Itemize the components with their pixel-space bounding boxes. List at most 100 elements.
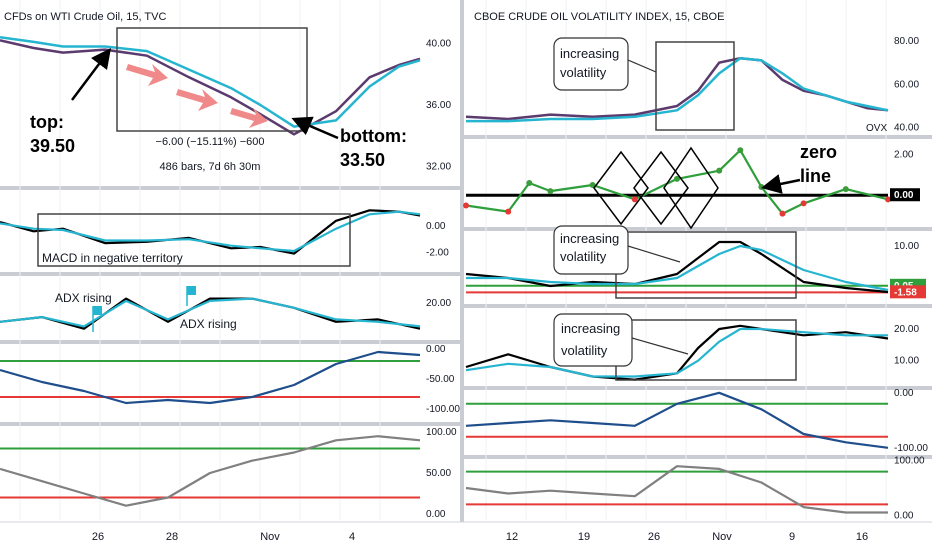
adx-note-1: ADX rising [55,291,112,305]
y-tick-label: 0.00 [894,510,914,521]
y-tick-label: 0.00 [426,221,446,232]
series-line [465,240,889,294]
bottom-arrow [291,116,339,140]
diamond-3 [663,146,719,230]
macd-note: MACD in negative territory [42,251,183,265]
vol-note-1-a: increasing [560,46,619,61]
levels-layer [0,193,888,506]
y-tick-label: 10.00 [894,241,919,252]
x-tick-label: 19 [578,531,590,543]
y-tick-label: -100.00 [894,443,928,454]
vol-note-1-b: volatility [560,65,607,80]
y-tick-label: -50.00 [426,374,455,385]
y-tick-label: 40.00 [426,38,451,49]
y-tick-label: 0.00 [894,388,914,399]
oscillator-point [589,182,596,188]
vol-callout-3 [553,313,633,367]
vol-callout-2 [553,225,629,275]
value-badge [890,285,926,299]
zero-badge-label: 0.00 [894,190,914,201]
zero-badge [890,188,920,202]
oscillator-point [505,208,512,215]
series-line [466,56,889,123]
ovx-tag: OVX [866,123,887,134]
series-line [0,35,421,128]
y-tick-label: 40.00 [894,123,919,134]
right-chart-title: CBOE CRUDE OIL VOLATILITY INDEX, 15, CBO… [474,11,724,23]
x-tick-label: 12 [506,531,518,543]
x-tick-label: 4 [349,531,355,543]
oscillator-point [800,200,807,207]
y-tick-label: 80.00 [894,36,919,47]
y-tick-label: 50.00 [426,468,451,479]
measure-line1: −6.00 (−15.11%) −600 [156,136,265,148]
adx-marker-2 [187,286,196,295]
series-line [0,435,421,507]
series-line [0,209,421,255]
oscillator-point [547,188,554,195]
vol-note-2-a: increasing [560,231,619,246]
left-chart-title: CFDs on WTI Crude Oil, 15, TVC [4,11,166,23]
oscillator-point [674,175,680,182]
oscillator-point [758,184,765,191]
adx-marker-1 [93,306,102,315]
oscillator-point [631,196,638,203]
x-tick-label: Nov [260,531,280,543]
oscillator-point [779,210,786,217]
vol-note-3-b: volatility [561,343,608,358]
series-line [0,39,421,136]
top-label: top: [30,112,64,132]
diamond-overlays [593,146,719,230]
y-tick-label: -100.00 [426,404,460,415]
y-tick-label: 20.00 [894,324,919,335]
y-tick-label: 32.00 [426,162,451,173]
measure-line2: 486 bars, 7d 6h 30m [160,161,261,173]
pink-arrow-2 [176,89,218,111]
vol-callout-3-tail [631,337,689,355]
series-layer [0,35,891,514]
x-tick-label: 16 [856,531,868,543]
x-tick-label: 28 [166,531,178,543]
series-line [465,465,888,514]
series-line [465,327,888,378]
value-badge-label: -1.58 [894,287,917,298]
x-tick-label: Nov [712,531,732,543]
bottom-value: 33.50 [340,150,385,170]
pink-arrow-3 [230,108,268,128]
series-line [465,149,889,215]
oscillator-point [463,202,469,209]
adx-note-2: ADX rising [180,317,237,331]
y-tick-label: -2.00 [426,247,449,258]
x-tick-label: 9 [789,531,795,543]
y-tick-label: 36.00 [426,100,451,111]
oscillator-point [885,196,891,203]
series-line [466,244,889,292]
oscillator-point [716,167,723,174]
series-line [0,297,421,328]
macd-box [37,213,351,267]
y-tick-label: 20.00 [426,298,451,309]
top-arrow [71,48,111,101]
vol-callout-2-tail [627,245,681,263]
bottom-label: bottom: [340,126,407,146]
y-tick-label: 100.00 [426,427,457,438]
vol-callout-1-tail [627,59,657,73]
zero-line-note-b: line [800,166,831,186]
y-tick-label: 60.00 [894,79,919,90]
y-tick-label: 100.00 [894,456,925,467]
series-line [465,391,889,449]
oscillator-point [842,186,849,193]
diamond-2 [633,150,689,226]
ovx-box [655,41,735,131]
x-tick-label: 26 [92,531,104,543]
oscillator-point [526,179,533,186]
vol-note-2-b: volatility [560,249,607,264]
oscillator-point [737,147,744,154]
series-line [0,210,421,253]
x-tick-label: 26 [648,531,660,543]
pink-arrow-1 [126,64,168,86]
left-annotations: top: 39.50 bottom: 33.50 −6.00 (−15.11%)… [30,27,407,332]
y-tick-label: 10.00 [894,356,919,367]
